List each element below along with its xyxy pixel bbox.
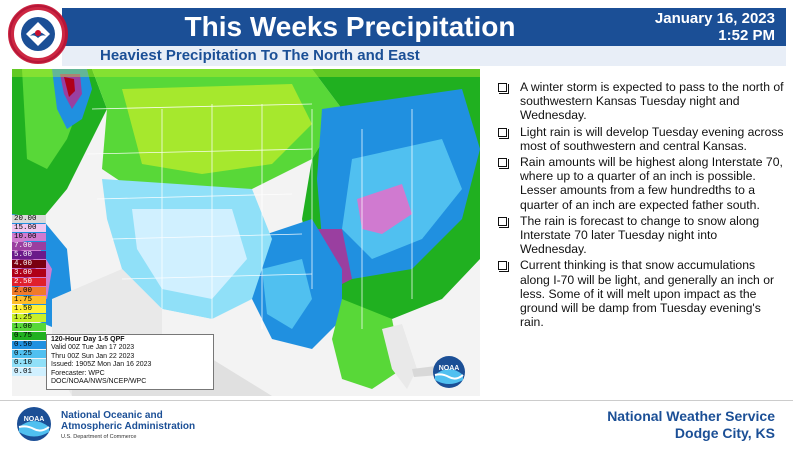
legend-item: 1.25	[12, 314, 46, 322]
legend-item: 1.50	[12, 305, 46, 313]
bullet-text: Current thinking is that snow accumulati…	[520, 258, 775, 330]
bullet-text: The rain is forecast to change to snow a…	[520, 213, 760, 257]
legend-item: 7.00	[12, 242, 46, 250]
info-forecaster: Forecaster: WPC	[51, 369, 105, 377]
org-name-line2: Atmospheric Administration	[61, 421, 196, 432]
info-thru: Thru 00Z Sun Jan 22 2023	[51, 352, 135, 360]
org-department: U.S. Department of Commerce	[61, 434, 137, 440]
subtitle-bar	[62, 46, 786, 66]
legend-item: 15.00	[12, 224, 46, 232]
legend-item: 0.75	[12, 332, 46, 340]
date-text: January 16, 2023	[654, 10, 775, 27]
footer-divider	[0, 400, 793, 401]
bullet-text: Light rain is will develop Tuesday eveni…	[520, 124, 784, 153]
org-name: National Oceanic and Atmospheric Adminis…	[61, 410, 195, 432]
info-source: DOC/NOAA/NWS/NCEP/WPC	[51, 378, 147, 386]
legend-item: 5.00	[12, 251, 46, 259]
legend-item: 1.75	[12, 296, 46, 304]
noaa-footer-logo-icon: NOAA	[17, 407, 51, 441]
checkbox-icon	[498, 216, 509, 228]
bullet-text: Rain amounts will be highest along Inter…	[520, 155, 783, 212]
list-item: The rain is forecast to change to snow a…	[494, 214, 784, 257]
legend-item: 10.00	[12, 233, 46, 241]
bullet-text: A winter storm is expected to pass to th…	[520, 80, 784, 123]
list-item: Light rain is will develop Tuesday eveni…	[494, 125, 784, 153]
info-issued: Issued: 1905Z Mon Jan 16 2023	[51, 361, 152, 369]
legend-item: 1.00	[12, 323, 46, 331]
org-name-line1: National Oceanic and	[61, 410, 163, 421]
legend-item: 0.10	[12, 359, 46, 367]
header: This Weeks Precipitation January 16, 202…	[0, 0, 793, 66]
legend-item: 0.50	[12, 341, 46, 349]
legend-item: 2.50	[12, 278, 46, 286]
noaa-logo-icon: NOAA	[433, 356, 465, 388]
noaa-logo-text: NOAA	[439, 365, 460, 372]
legend-item: 3.00	[12, 269, 46, 277]
legend-item: 0.01	[12, 368, 46, 376]
office-name: National Weather Service Dodge City, KS	[607, 408, 775, 442]
list-item: A winter storm is expected to pass to th…	[494, 80, 784, 123]
info-valid: Valid 00Z Tue Jan 17 2023	[51, 344, 135, 352]
legend-item: 4.00	[12, 260, 46, 268]
legend-item: 20.00	[12, 215, 46, 223]
list-item: Rain amounts will be highest along Inter…	[494, 155, 784, 212]
forecast-info-box: 120-Hour Day 1-5 QPF Valid 00Z Tue Jan 1…	[46, 334, 214, 390]
title-bar	[62, 8, 786, 46]
list-item: Current thinking is that snow accumulati…	[494, 258, 784, 329]
precipitation-map	[12, 69, 480, 396]
time-text: 1:52 PM	[718, 27, 775, 44]
checkbox-icon	[498, 83, 509, 94]
checkbox-icon	[498, 127, 509, 139]
checkbox-icon	[498, 261, 509, 273]
date-time: January 16, 2023 1:52 PM	[655, 10, 775, 44]
page-title: This Weeks Precipitation	[184, 11, 516, 42]
office-line1: National Weather Service	[607, 408, 775, 424]
nws-logo	[8, 4, 68, 64]
noaa-footer-logo-text: NOAA	[24, 416, 45, 423]
legend-item: 0.25	[12, 350, 46, 358]
forecast-bullets: A winter storm is expected to pass to th…	[494, 80, 784, 331]
info-title: 120-Hour Day 1-5 QPF	[51, 336, 125, 343]
checkbox-icon	[498, 158, 509, 170]
legend-item: 2.00	[12, 287, 46, 295]
page-subtitle: Heaviest Precipitation To The North and …	[100, 47, 420, 64]
office-line2: Dodge City, KS	[674, 425, 775, 441]
